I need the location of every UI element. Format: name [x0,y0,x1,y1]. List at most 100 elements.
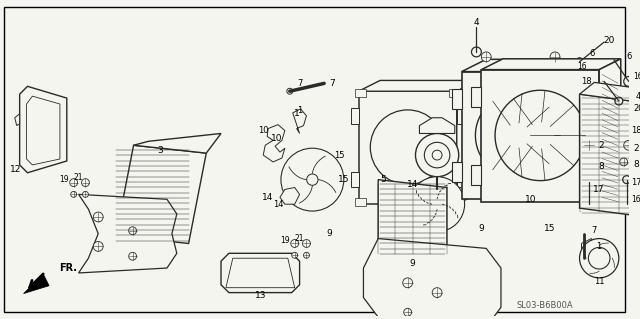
Polygon shape [575,59,599,199]
Polygon shape [358,91,457,204]
Polygon shape [358,80,478,91]
Circle shape [432,288,442,298]
Polygon shape [221,253,300,293]
Circle shape [624,77,634,86]
Polygon shape [461,71,575,199]
Circle shape [620,158,628,166]
Circle shape [281,148,344,211]
Polygon shape [134,133,221,153]
Circle shape [495,90,586,181]
Text: 10: 10 [258,126,269,135]
Text: 19: 19 [280,236,290,245]
Circle shape [584,140,595,150]
Text: 1: 1 [596,242,602,251]
Circle shape [303,252,309,258]
Polygon shape [575,89,584,109]
Text: 9: 9 [479,224,484,233]
Polygon shape [116,145,206,243]
Text: 7: 7 [329,79,335,88]
Circle shape [624,140,634,150]
Text: 9: 9 [410,259,415,268]
Circle shape [303,240,310,248]
Polygon shape [15,114,20,126]
Text: 17: 17 [593,185,605,194]
Text: 13: 13 [255,291,266,300]
Polygon shape [280,188,300,204]
Text: 1: 1 [297,106,302,115]
Text: 12: 12 [10,165,21,174]
Polygon shape [481,59,621,70]
Polygon shape [452,89,461,109]
Polygon shape [461,59,599,71]
Text: 10: 10 [271,134,283,143]
Text: 20: 20 [604,36,614,45]
Text: 21: 21 [74,173,83,182]
Polygon shape [472,165,481,185]
Polygon shape [419,118,455,133]
Circle shape [287,88,292,94]
Polygon shape [457,172,465,188]
Circle shape [432,199,442,209]
Polygon shape [79,194,177,273]
Text: 6: 6 [626,52,631,61]
Text: 3: 3 [157,146,163,155]
Text: 15: 15 [338,175,349,184]
Circle shape [410,177,465,232]
Text: 9: 9 [326,229,332,238]
Polygon shape [351,108,358,124]
Polygon shape [472,87,481,107]
Text: 19: 19 [59,175,68,184]
Text: 7: 7 [591,226,597,235]
Polygon shape [24,274,49,293]
Circle shape [93,212,103,222]
Polygon shape [355,89,366,97]
Text: 4: 4 [636,92,640,100]
Text: 2: 2 [634,144,639,153]
Text: 7: 7 [297,79,302,88]
Polygon shape [452,162,461,182]
Polygon shape [580,94,639,216]
Text: 20: 20 [633,104,640,114]
Polygon shape [26,96,60,165]
Text: FR.: FR. [59,263,77,273]
Text: 1: 1 [294,109,300,118]
Polygon shape [575,162,584,182]
Circle shape [371,110,445,185]
Circle shape [424,142,450,168]
Text: 18: 18 [631,126,640,135]
Polygon shape [481,70,599,202]
Text: 15: 15 [333,151,344,160]
Text: 18: 18 [581,77,592,86]
Text: 14: 14 [273,200,284,209]
Text: 16: 16 [578,62,588,71]
Circle shape [586,178,593,186]
Polygon shape [580,82,640,102]
Text: 16: 16 [634,72,640,81]
Circle shape [615,97,623,105]
Circle shape [307,174,318,185]
Polygon shape [449,198,461,206]
Circle shape [93,241,103,251]
Polygon shape [599,59,621,202]
Circle shape [404,308,412,316]
Circle shape [472,47,481,57]
Circle shape [83,191,88,197]
Text: 8: 8 [598,162,604,171]
Circle shape [432,150,442,160]
Circle shape [81,179,90,187]
Polygon shape [364,239,501,319]
Circle shape [550,52,560,62]
Polygon shape [351,172,358,188]
Text: 15: 15 [544,224,556,233]
Polygon shape [457,108,465,124]
Text: 6: 6 [589,49,595,58]
Text: 17: 17 [631,178,640,187]
Text: 4: 4 [474,18,479,27]
Circle shape [481,52,491,62]
Text: 5: 5 [380,175,386,184]
Circle shape [623,176,630,183]
Circle shape [70,179,77,187]
Text: 8: 8 [634,160,639,169]
Circle shape [292,252,298,258]
Circle shape [415,133,459,177]
